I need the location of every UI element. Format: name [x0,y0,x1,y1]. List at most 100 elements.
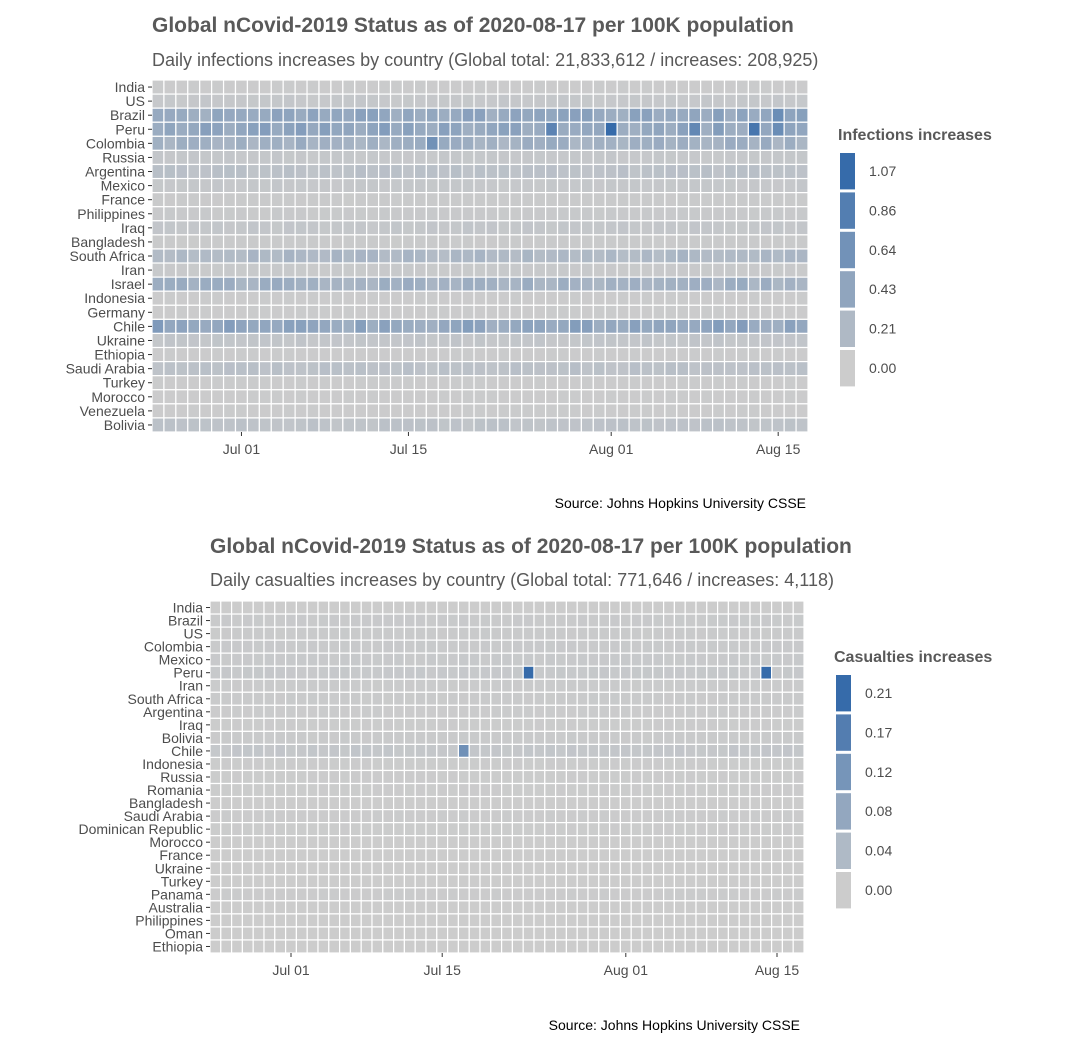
heatmap-cell [413,248,427,264]
heatmap-cell [306,782,319,798]
heatmap-cell [501,613,514,628]
heatmap-cell [673,600,686,615]
legend-key-swatch [836,872,851,909]
heatmap-cell [414,848,427,863]
heatmap-cell [628,346,642,363]
heatmap-cell [252,743,265,759]
heatmap-cell [175,93,189,109]
heatmap-cell [199,403,213,419]
heatmap-cell [295,900,308,915]
heatmap-cell [330,177,344,194]
heatmap-cell [522,822,535,837]
heatmap-cell [354,220,368,236]
heatmap-cell [263,808,276,824]
heatmap-cell [222,389,237,405]
heatmap-cell [211,163,225,180]
heatmap-cell [151,135,165,152]
heatmap-cell [187,276,201,292]
heatmap-cell [641,939,654,954]
heatmap-cell [274,613,287,628]
heatmap-cell [604,177,618,194]
heatmap-cell [342,93,356,109]
heatmap-cell [664,163,678,180]
heatmap-cell [735,121,749,137]
heatmap-cell [727,887,740,902]
heatmap-cell [318,192,332,208]
heatmap-cell [306,79,320,95]
heatmap-cell [468,691,481,706]
heatmap-cell [747,276,761,292]
heatmap-cell [382,704,395,719]
heatmap-cell [241,626,254,641]
heatmap-cell [608,900,621,915]
heatmap-cell [449,234,463,250]
heatmap-cell [473,177,487,194]
heatmap-cell [306,234,320,250]
heatmap-cell [490,861,503,876]
heatmap-cell [716,822,729,837]
heatmap-cell [389,332,404,349]
heatmap-cell [688,389,702,405]
heatmap-cell [619,769,632,785]
heatmap-cell [580,93,594,109]
heatmap-cell [414,913,427,928]
heatmap-cell [437,417,451,433]
heatmap-cell [389,417,404,433]
heatmap-cell [576,626,589,641]
heatmap-cell [457,769,470,785]
heatmap-cell [282,290,296,306]
heatmap-cell [598,835,611,850]
heatmap-cell [425,107,439,123]
heatmap-cell [339,756,352,772]
heatmap-cell [382,600,395,615]
heatmap-cell [371,717,384,732]
heatmap-cell [616,389,630,405]
heatmap-cell [485,121,499,137]
heatmap-cell [175,375,189,391]
heatmap-cell [592,417,606,433]
heatmap-cell [641,743,654,759]
heatmap-cell [759,417,773,433]
heatmap-cell [246,262,260,278]
heatmap-cell [511,769,524,785]
heatmap-cell [274,913,287,928]
heatmap-cell [366,107,380,123]
heatmap-cell [449,332,463,349]
heatmap-cell [382,652,395,667]
heatmap-cell [760,769,773,785]
heatmap-cell [695,743,708,759]
heatmap-cell [163,234,177,250]
heatmap-cell [652,121,666,137]
heatmap-cell [587,939,600,954]
heatmap-cell [187,177,201,194]
heatmap-cell [473,149,487,166]
heatmap-cell [533,704,546,719]
heatmap-cell [479,652,492,667]
heatmap-cell [592,163,606,180]
heatmap-cell [608,639,621,654]
heatmap-cell [783,276,797,292]
heatmap-cell [187,121,201,137]
heatmap-cell [339,743,352,759]
heatmap-cell [274,717,287,732]
heatmap-cell [282,403,296,419]
heatmap-cell [468,704,481,719]
heatmap-cell [366,318,380,335]
heatmap-cell [544,248,559,264]
heatmap-cell [652,346,666,363]
heatmap-cell [382,808,395,824]
heatmap-cell [306,149,320,166]
heatmap-cell [795,135,809,152]
heatmap-cell [509,290,523,306]
heatmap-cell [608,652,621,667]
heatmap-cell [252,795,265,811]
heatmap-cell [509,206,523,222]
heatmap-cell [306,332,320,349]
heatmap-cell [652,900,665,915]
heatmap-cell [211,248,225,264]
heatmap-cell [378,93,392,109]
heatmap-cell [640,262,654,278]
heatmap-cell [425,822,438,837]
heatmap-cell [792,926,805,941]
heatmap-cell [209,704,222,719]
